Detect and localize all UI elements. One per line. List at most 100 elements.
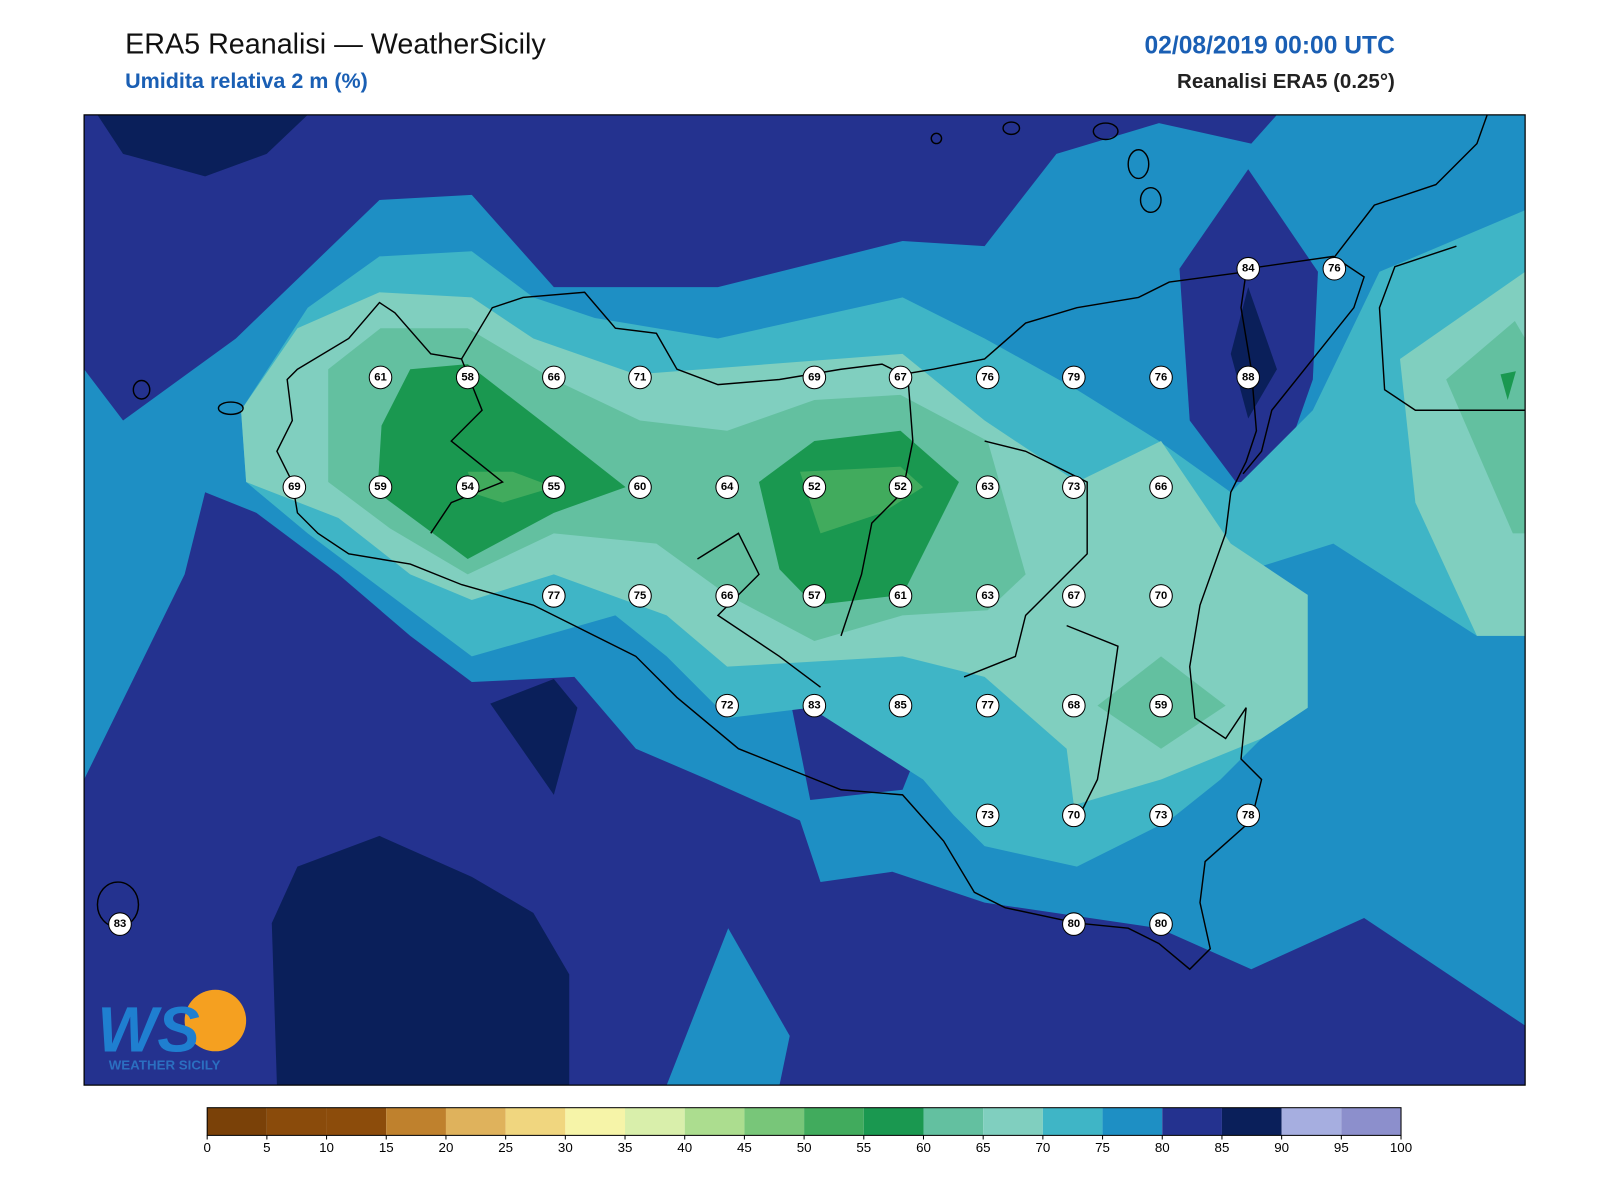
island	[217, 401, 244, 416]
colorbar-tick-label: 80	[1155, 1140, 1170, 1155]
station-marker	[1236, 365, 1260, 390]
contour	[271, 835, 570, 1086]
station-marker	[282, 475, 307, 499]
station-marker	[628, 475, 652, 499]
colorbar-tick-label: 25	[498, 1140, 513, 1155]
station-marker	[368, 475, 393, 499]
station-marker	[108, 912, 132, 936]
colorbar-tick-label: 45	[737, 1140, 752, 1155]
contour	[666, 928, 790, 1086]
station-value: 80	[1155, 918, 1168, 930]
colorbar-swatch	[983, 1107, 1043, 1136]
island	[1002, 121, 1021, 136]
station-marker	[1149, 475, 1173, 499]
station-marker	[888, 475, 913, 499]
station-marker	[542, 584, 566, 608]
title: ERA5 Reanalisi — WeatherSicily	[125, 28, 546, 60]
colorbar-tick-label: 5	[263, 1140, 270, 1155]
colorbar-swatch	[207, 1107, 267, 1136]
colorbar-tick-label: 95	[1334, 1140, 1349, 1155]
station-marker	[1062, 912, 1086, 936]
station-value: 70	[1068, 809, 1081, 821]
colorbar-tick-label: 35	[618, 1140, 633, 1155]
station-value: 88	[1242, 371, 1255, 383]
colorbar-tick-label: 90	[1274, 1140, 1289, 1155]
station-value: 73	[981, 809, 994, 821]
map-frame	[83, 114, 1526, 1086]
colorbar-tick-label: 85	[1215, 1140, 1230, 1155]
colorbar-swatch	[625, 1107, 685, 1136]
colorbar-swatch	[266, 1107, 327, 1136]
colorbar-tick-label: 0	[203, 1140, 210, 1155]
contour	[377, 364, 626, 559]
station-value: 63	[981, 481, 994, 493]
date: 02/08/2019 00:00 UTC	[1144, 32, 1395, 59]
colorbar-swatch	[1281, 1107, 1342, 1136]
logo-text: WEATHER SICILY	[109, 1058, 221, 1073]
station-marker	[628, 584, 652, 608]
colorbar-swatch	[1042, 1107, 1103, 1136]
station-value: 66	[1155, 481, 1168, 493]
station-value: 83	[114, 918, 127, 930]
station-value: 66	[548, 371, 561, 383]
station-marker	[802, 475, 827, 499]
colorbar-swatch	[505, 1107, 566, 1136]
station-marker	[1062, 693, 1086, 718]
station-value: 61	[374, 371, 387, 383]
station-marker	[715, 475, 739, 499]
station-marker	[1062, 365, 1086, 390]
station-marker	[975, 475, 1000, 499]
station-value: 69	[808, 371, 821, 383]
station-value: 69	[288, 481, 301, 493]
colorbar-swatch	[804, 1107, 864, 1136]
colorbar-swatch	[386, 1107, 446, 1136]
island	[132, 379, 151, 400]
colorbar-swatch	[1341, 1107, 1402, 1136]
station-value: 70	[1155, 590, 1168, 602]
station-marker	[888, 365, 913, 390]
contour	[467, 471, 554, 503]
colorbar-tick-label: 70	[1035, 1140, 1050, 1155]
island	[1127, 149, 1150, 180]
station-marker	[1236, 256, 1260, 281]
colorbar-swatch	[1162, 1107, 1222, 1136]
colorbar-swatch	[684, 1107, 745, 1136]
station-marker	[1062, 475, 1086, 499]
source: Reanalisi ERA5 (0.25°)	[1177, 70, 1395, 93]
station-marker	[1149, 912, 1173, 936]
station-value: 76	[1155, 371, 1168, 383]
station-marker	[368, 365, 393, 390]
station-marker	[455, 475, 480, 499]
station-value: 72	[721, 700, 734, 712]
station-value: 79	[1068, 371, 1081, 383]
logo-sun	[184, 989, 247, 1052]
colorbar-swatch	[1102, 1107, 1163, 1136]
station-value: 52	[808, 481, 821, 493]
colorbar-swatch	[1221, 1107, 1282, 1136]
colorbar-tick-label: 30	[558, 1140, 573, 1155]
station-marker	[975, 584, 1000, 608]
stations: 84 76 61 58 66 71 69 67 76 79 76 88 69 59 54 55 60 64 52 52…	[108, 256, 1347, 936]
station-value: 75	[634, 590, 647, 602]
station-marker	[628, 365, 652, 390]
station-marker	[542, 365, 566, 390]
colorbar-swatch	[744, 1107, 805, 1136]
station-value: 64	[721, 481, 734, 493]
station-value: 59	[374, 481, 387, 493]
station-value: 55	[548, 481, 561, 493]
contour	[1500, 371, 1516, 400]
colorbar-tick-label: 65	[976, 1140, 991, 1155]
subtitle: Umidita relativa 2 m (%)	[125, 69, 368, 93]
colorbar-swatch	[565, 1107, 626, 1136]
station-value: 76	[1328, 263, 1341, 275]
station-marker	[1062, 584, 1086, 608]
station-marker	[455, 365, 480, 390]
station-value: 58	[461, 371, 474, 383]
logo-mark: WS	[97, 994, 199, 1065]
station-marker	[1236, 803, 1260, 828]
colorbar-swatch	[923, 1107, 984, 1136]
colorbar-tick-label: 60	[916, 1140, 931, 1155]
station-marker	[888, 693, 913, 718]
station-value: 61	[894, 590, 907, 602]
station-marker	[1149, 584, 1173, 608]
